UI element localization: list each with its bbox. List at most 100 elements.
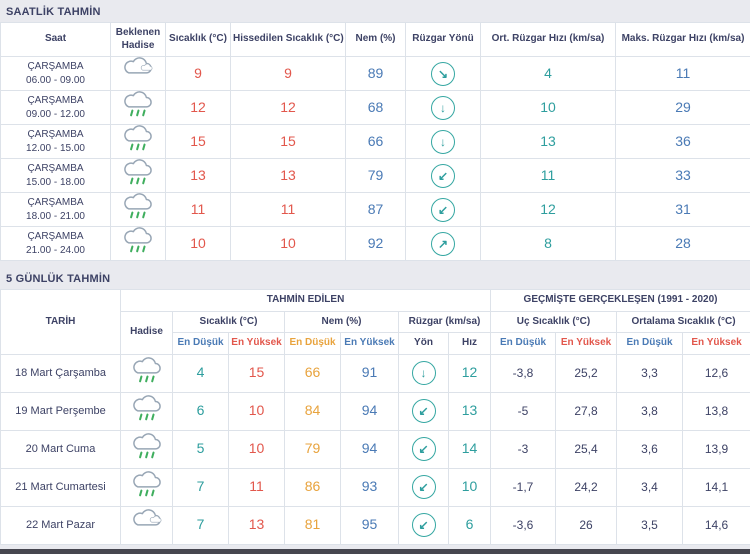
temp-high-cell: 11 bbox=[229, 468, 285, 506]
date-cell: 19 Mart Perşembe bbox=[1, 392, 121, 430]
day-label: ÇARŞAMBA bbox=[1, 94, 110, 108]
feels-like-cell: 12 bbox=[231, 91, 346, 125]
daily-row: 21 Mart Cumartesi 7 11 86 93 ↙ 10 -1,7 2… bbox=[1, 468, 750, 506]
col-header-avg-wind: Ort. Rüzgar Hızı (km/sa) bbox=[481, 23, 616, 57]
humidity-value: 92 bbox=[368, 235, 384, 251]
weather-cell bbox=[121, 468, 173, 506]
wind-speed-cell: 6 bbox=[449, 506, 491, 544]
col-header-avg-temp: Ortalama Sıcaklık (°C) bbox=[617, 311, 750, 333]
date-cell: 18 Mart Çarşamba bbox=[1, 354, 121, 392]
weather-cell bbox=[121, 392, 173, 430]
ext-low-cell: -3 bbox=[491, 430, 556, 468]
feels-like-cell: 10 bbox=[231, 227, 346, 261]
hum-low-value: 66 bbox=[305, 364, 321, 380]
hum-high-value: 94 bbox=[362, 440, 378, 456]
avg-low-cell: 3,6 bbox=[617, 430, 683, 468]
rainy-weather-icon bbox=[117, 227, 159, 255]
date-cell: 20 Mart Cuma bbox=[1, 430, 121, 468]
ext-high-cell: 25,2 bbox=[556, 354, 617, 392]
temperature-value: 10 bbox=[190, 235, 206, 251]
subheader-hum-high: En Yüksek bbox=[341, 333, 399, 355]
wind-speed-value: 6 bbox=[466, 516, 474, 532]
weather-cell bbox=[111, 159, 166, 193]
avg-high-value: 14,6 bbox=[705, 518, 728, 532]
col-header-max-wind: Maks. Rüzgar Hızı (km/sa) bbox=[616, 23, 750, 57]
col-header-date: TARİH bbox=[1, 290, 121, 355]
temp-low-cell: 4 bbox=[173, 354, 229, 392]
rainy-weather-icon bbox=[126, 357, 168, 385]
wind-direction-cell: ↙ bbox=[406, 159, 481, 193]
cloudy-weather-icon bbox=[126, 509, 168, 537]
hum-high-cell: 91 bbox=[341, 354, 399, 392]
weather-cell bbox=[121, 430, 173, 468]
avg-low-cell: 3,8 bbox=[617, 392, 683, 430]
daily-section-title: 5 GÜNLÜK TAHMİN bbox=[0, 267, 750, 289]
wind-direction-cell: ↘ bbox=[406, 57, 481, 91]
feels-like-cell: 11 bbox=[231, 193, 346, 227]
weather-cell bbox=[111, 227, 166, 261]
day-label: ÇARŞAMBA bbox=[1, 196, 110, 210]
humidity-cell: 87 bbox=[346, 193, 406, 227]
humidity-value: 68 bbox=[368, 99, 384, 115]
rainy-weather-icon bbox=[117, 193, 159, 221]
subheader-ext-low: En Düşük bbox=[491, 333, 556, 355]
rainy-weather-icon bbox=[117, 91, 159, 119]
max-wind-cell: 33 bbox=[616, 159, 750, 193]
avg-wind-cell: 4 bbox=[481, 57, 616, 91]
time-range: 06.00 - 09.00 bbox=[1, 74, 110, 88]
humidity-cell: 68 bbox=[346, 91, 406, 125]
subheader-hum-low: En Düşük bbox=[285, 333, 341, 355]
wind-speed-value: 14 bbox=[462, 440, 478, 456]
temp-high-cell: 15 bbox=[229, 354, 285, 392]
avg-high-cell: 14,6 bbox=[683, 506, 750, 544]
avg-high-value: 13,8 bbox=[705, 404, 728, 418]
wind-direction-cell: ↓ bbox=[399, 354, 449, 392]
hum-low-cell: 79 bbox=[285, 430, 341, 468]
day-label: ÇARŞAMBA bbox=[1, 128, 110, 142]
avg-high-cell: 14,1 bbox=[683, 468, 750, 506]
col-header-humidity: Nem (%) bbox=[285, 311, 399, 333]
feels-like-value: 10 bbox=[280, 235, 296, 251]
daily-row: 19 Mart Perşembe 6 10 84 94 ↙ 13 -5 27,8… bbox=[1, 392, 750, 430]
temp-low-value: 5 bbox=[197, 440, 205, 456]
daily-header-group-row: TARİH TAHMİN EDİLEN GEÇMİŞTE GERÇEKLEŞEN… bbox=[1, 290, 750, 312]
date-cell: 21 Mart Cumartesi bbox=[1, 468, 121, 506]
wind-direction-icon: ↙ bbox=[412, 475, 436, 499]
avg-low-cell: 3,3 bbox=[617, 354, 683, 392]
humidity-value: 79 bbox=[368, 167, 384, 183]
ext-high-value: 26 bbox=[579, 518, 592, 532]
daily-row: 22 Mart Pazar 7 13 81 95 ↙ 6 -3,6 26 3,5… bbox=[1, 506, 750, 544]
max-wind-cell: 28 bbox=[616, 227, 750, 261]
wind-speed-cell: 13 bbox=[449, 392, 491, 430]
temperature-value: 11 bbox=[191, 201, 206, 217]
rainy-weather-icon bbox=[126, 395, 168, 423]
col-header-temp: Sıcaklık (°C) bbox=[166, 23, 231, 57]
temperature-value: 9 bbox=[194, 65, 202, 81]
cloudy-weather-icon bbox=[117, 57, 159, 85]
humidity-cell: 79 bbox=[346, 159, 406, 193]
wind-direction-icon: ↙ bbox=[431, 164, 455, 188]
wind-direction-cell: ↗ bbox=[406, 227, 481, 261]
temp-low-value: 4 bbox=[197, 364, 205, 380]
avg-high-value: 12,6 bbox=[705, 366, 728, 380]
max-wind-cell: 31 bbox=[616, 193, 750, 227]
wind-direction-icon: ↙ bbox=[431, 198, 455, 222]
hum-low-value: 81 bbox=[305, 516, 321, 532]
ext-low-cell: -1,7 bbox=[491, 468, 556, 506]
subheader-avg-low: En Düşük bbox=[617, 333, 683, 355]
hum-high-cell: 94 bbox=[341, 392, 399, 430]
temp-low-cell: 7 bbox=[173, 468, 229, 506]
hourly-section-title: SAATLİK TAHMİN bbox=[0, 0, 750, 22]
wind-direction-cell: ↙ bbox=[399, 392, 449, 430]
rainy-weather-icon bbox=[117, 159, 159, 187]
weather-cell bbox=[111, 125, 166, 159]
ext-low-cell: -3,8 bbox=[491, 354, 556, 392]
max-wind-value: 31 bbox=[675, 201, 691, 217]
col-header-humidity: Nem (%) bbox=[346, 23, 406, 57]
time-range: 21.00 - 24.00 bbox=[1, 244, 110, 258]
